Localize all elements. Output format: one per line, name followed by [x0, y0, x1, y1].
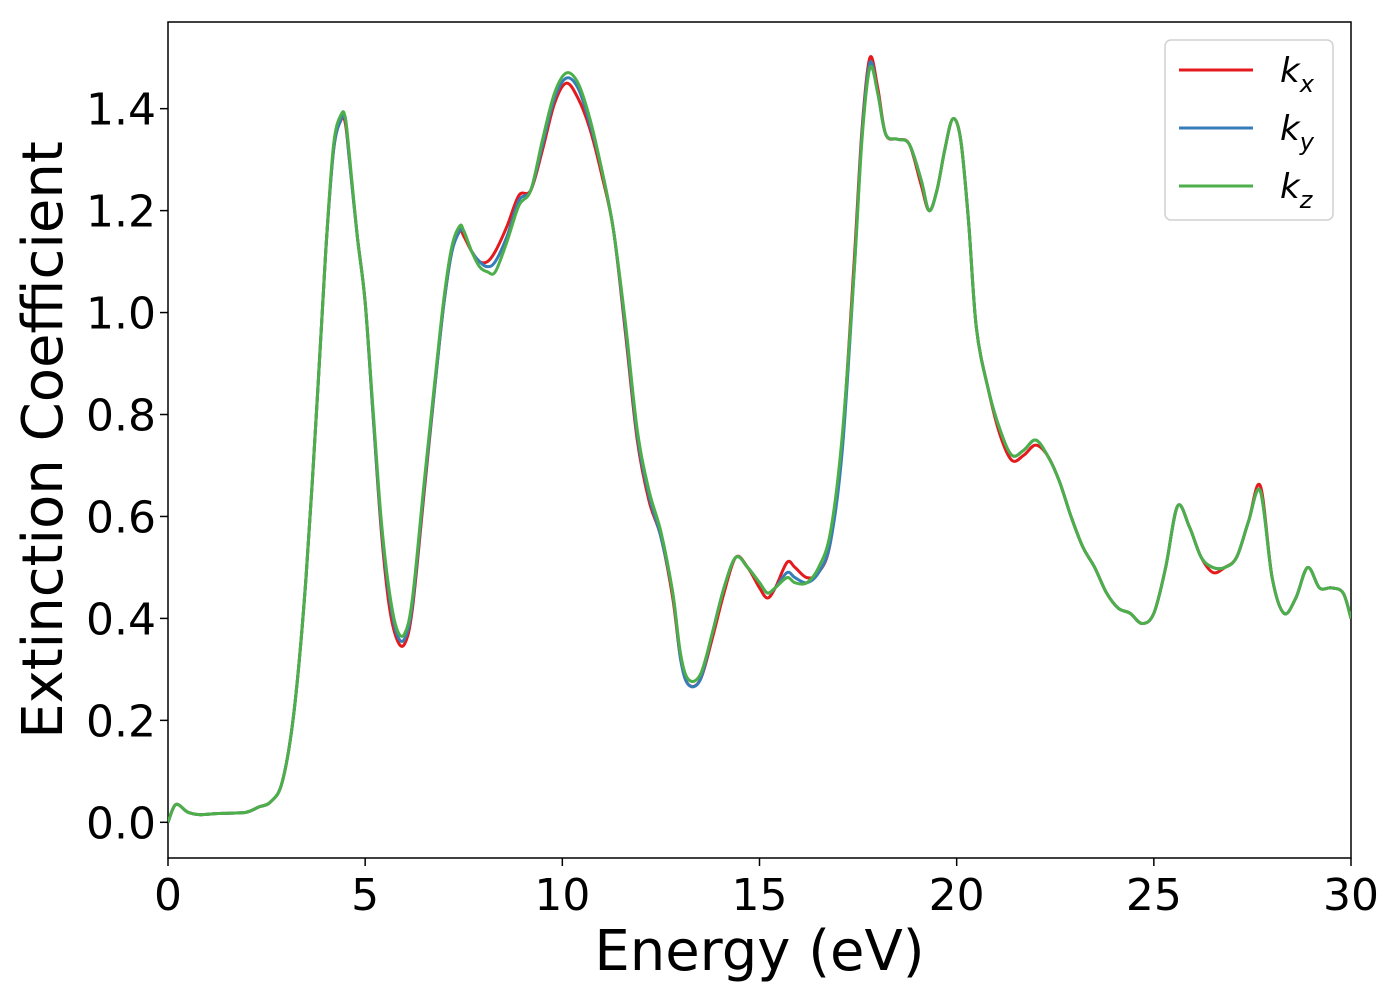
legend-box [1164, 39, 1334, 221]
y-tick-label: 0.4 [86, 594, 156, 645]
legend-label-main: k [1280, 167, 1301, 207]
x-tick-label: 0 [154, 870, 182, 921]
y-tick-label: 0.2 [86, 696, 156, 747]
legend-label-main: k [1280, 51, 1301, 91]
x-tick-label: 15 [732, 870, 788, 921]
y-tick-label: 1.0 [86, 289, 156, 340]
x-tick-label: 20 [929, 870, 985, 921]
legend-label-x: kx [1280, 51, 1315, 98]
series-layer [168, 55, 1351, 823]
x-axis: 0 5 10 15 20 25 30 [154, 858, 1379, 921]
y-tick-label: 1.4 [86, 85, 156, 136]
y-tick-label: 0.6 [86, 492, 156, 543]
x-tick-label: 30 [1323, 870, 1379, 921]
x-tick-label: 25 [1126, 870, 1182, 921]
legend-label-subscript: y [1299, 128, 1315, 156]
y-tick-label: 0.0 [86, 798, 156, 849]
x-tick-label: 10 [534, 870, 590, 921]
y-axis-label: Extinction Coefficient [11, 141, 76, 739]
legend-label-y: ky [1280, 109, 1315, 156]
legend-label-subscript: x [1299, 70, 1315, 98]
y-axis: 0.0 0.2 0.4 0.6 0.8 1.0 1.2 1.4 [86, 85, 168, 849]
legend-label-main: k [1280, 109, 1301, 149]
y-tick-label: 0.8 [86, 391, 156, 442]
x-tick-label: 5 [351, 870, 379, 921]
x-axis-label: Energy (eV) [594, 919, 924, 984]
legend-label-subscript: z [1299, 186, 1314, 214]
series-line-z [168, 64, 1351, 823]
y-tick-label: 1.2 [86, 187, 156, 238]
legend-label-z: kz [1280, 167, 1314, 214]
